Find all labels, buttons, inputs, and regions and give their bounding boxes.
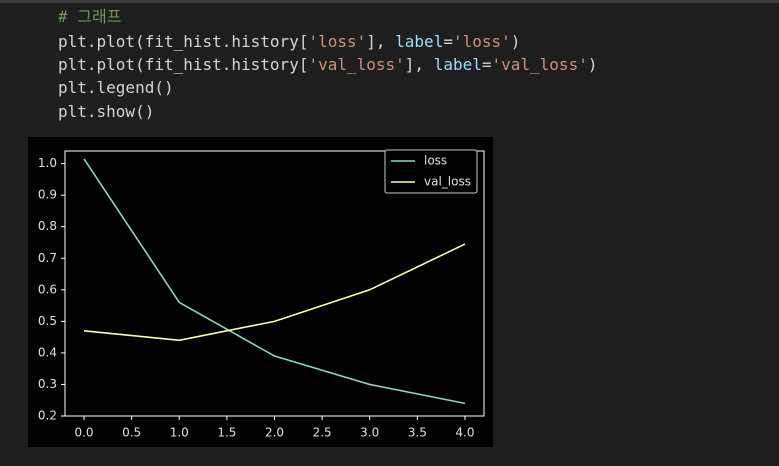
code-token: ], xyxy=(405,55,434,74)
code-line: plt.show() xyxy=(58,102,154,121)
y-tick-label: 0.3 xyxy=(38,377,57,391)
code-token: plt.show() xyxy=(58,102,154,121)
code-line: plt.plot(fit_hist.history['val_loss'], l… xyxy=(58,55,597,74)
x-tick-label: 3.5 xyxy=(408,426,427,440)
plot: 0.0 0.5 1.0 1.5 2.0 2.5 3.0 3.5 4.0 0.2 0.3 0.4 0.5 0… xyxy=(38,149,485,440)
legend-label: loss xyxy=(424,154,447,168)
axes-frame xyxy=(64,150,485,417)
code-token: 'loss' xyxy=(453,32,511,51)
series-line xyxy=(83,158,466,405)
code-token: 'val_loss' xyxy=(492,55,588,74)
code-token: # 그래프 xyxy=(58,7,121,26)
code-token: plt.legend() xyxy=(58,78,174,97)
code-token: ) xyxy=(511,32,521,51)
code-token: = xyxy=(482,55,492,74)
code-token: plt.plot(fit_hist.history[ xyxy=(58,32,308,51)
x-tick-label: 4.0 xyxy=(455,426,474,440)
y-tick-label: 0.6 xyxy=(38,282,57,296)
legend-label: val_loss xyxy=(424,175,471,189)
code-token: ], xyxy=(366,32,395,51)
code-token: 'val_loss' xyxy=(308,55,404,74)
code-line: plt.plot(fit_hist.history['loss'], label… xyxy=(58,32,520,51)
code-block: # 그래프 plt.plot(fit_hist.history['loss'], … xyxy=(58,7,597,121)
code-token: ) xyxy=(588,55,598,74)
code-token: 'loss' xyxy=(308,32,366,51)
code-token: label xyxy=(434,55,482,74)
x-tick-label: 2.5 xyxy=(313,426,332,440)
x-tick-label: 1.0 xyxy=(170,426,189,440)
code-token: plt.plot(fit_hist.history[ xyxy=(58,55,308,74)
x-tick-label: 2.0 xyxy=(265,426,284,440)
x-tick-label: 1.5 xyxy=(217,426,236,440)
code-token: label xyxy=(395,32,443,51)
x-tick-label: 0.0 xyxy=(74,426,93,440)
y-tick-label: 1.0 xyxy=(38,156,57,170)
cell-border xyxy=(0,0,779,3)
x-tick-label: 0.5 xyxy=(122,426,141,440)
code-line: plt.legend() xyxy=(58,78,174,97)
y-tick-label: 0.4 xyxy=(38,345,57,359)
x-tick-label: 3.0 xyxy=(360,426,379,440)
y-tick-label: 0.9 xyxy=(38,188,57,202)
y-tick-label: 0.7 xyxy=(38,251,57,265)
code-line: # 그래프 xyxy=(58,7,121,26)
y-tick-label: 0.5 xyxy=(38,314,57,328)
y-tick-label: 0.8 xyxy=(38,219,57,233)
series-line xyxy=(83,243,466,342)
y-tick-label: 0.2 xyxy=(38,409,57,423)
code-token: = xyxy=(443,32,453,51)
